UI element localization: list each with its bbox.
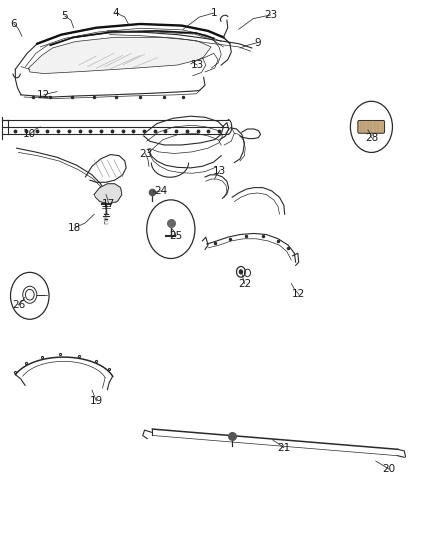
Text: 12: 12 (37, 90, 50, 100)
Polygon shape (94, 184, 122, 204)
Text: 17: 17 (102, 199, 115, 208)
Text: 18: 18 (68, 223, 81, 233)
Text: 5: 5 (61, 11, 68, 21)
Text: 23: 23 (139, 149, 152, 158)
Text: 24: 24 (155, 186, 168, 196)
Text: 10: 10 (23, 130, 36, 139)
Text: 19: 19 (90, 396, 103, 406)
Text: 28: 28 (365, 133, 378, 142)
Text: 9: 9 (254, 38, 261, 47)
Polygon shape (28, 37, 211, 74)
Text: 23: 23 (264, 10, 277, 20)
Text: 20: 20 (382, 464, 396, 474)
FancyBboxPatch shape (358, 120, 385, 133)
Text: 25: 25 (170, 231, 183, 240)
Text: 6: 6 (11, 19, 18, 29)
Text: 22: 22 (238, 279, 251, 288)
Text: 26: 26 (12, 300, 25, 310)
Circle shape (239, 269, 243, 274)
Text: 13: 13 (191, 60, 204, 70)
Text: 4: 4 (113, 8, 120, 18)
Text: 12: 12 (292, 289, 305, 299)
Text: 1: 1 (211, 8, 218, 18)
Text: 13: 13 (213, 166, 226, 175)
Text: 21: 21 (277, 443, 290, 453)
